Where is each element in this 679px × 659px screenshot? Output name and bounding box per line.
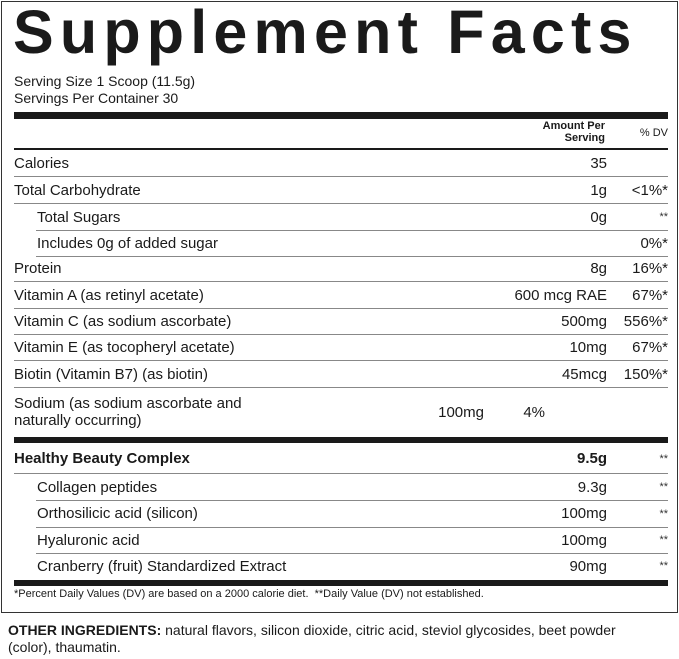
servings-per-container: Servings Per Container 30 xyxy=(14,90,179,106)
nutrient-dv: 556%* xyxy=(623,313,668,330)
nutrient-name: Total Carbohydrate xyxy=(14,181,141,199)
divider-thick xyxy=(14,580,668,586)
nutrient-amount: 100mg xyxy=(438,403,484,421)
nutrient-amount: 45mcg xyxy=(561,365,607,383)
nutrient-row: Cranberry (fruit) Standardized Extract 90… xyxy=(14,553,668,579)
divider-thick xyxy=(14,437,668,443)
nutrient-row: Includes 0g of added sugar 0%* xyxy=(14,230,668,257)
nutrient-row: Biotin (Vitamin B7) (as biotin) 45mcg 150%… xyxy=(14,361,668,388)
nutrient-row: Hyaluronic acid 100mg ** xyxy=(14,527,668,554)
column-header: Amount Per Serving % DV xyxy=(14,119,668,150)
panel-title: Supplement Facts xyxy=(13,0,638,66)
footnote: *Percent Daily Values (DV) are based on … xyxy=(14,588,484,600)
nutrient-dv: ** xyxy=(659,452,668,465)
nutrient-amount: 0g xyxy=(590,208,607,226)
nutrient-name: Vitamin C (as sodium ascorbate) xyxy=(14,313,232,330)
nutrient-name: Vitamin A (as retinyl acetate) xyxy=(14,286,204,304)
nutrient-name: Healthy Beauty Complex xyxy=(14,450,190,467)
nutrient-amount: 9.3g xyxy=(577,478,607,496)
nutrient-name: Collagen peptides xyxy=(37,478,158,496)
nutrient-dv: ** xyxy=(659,534,668,546)
nutrient-row: Calories 35 xyxy=(14,151,668,177)
nutrient-name: Hyaluronic acid xyxy=(37,531,140,549)
nutrient-dv: ** xyxy=(659,211,668,223)
nutrient-amount: 10mg xyxy=(569,339,607,356)
nutrient-dv: ** xyxy=(659,481,668,493)
nutrient-dv: 67%* xyxy=(632,286,668,304)
nutrient-name: Protein xyxy=(14,260,62,277)
nutrient-name: Cranberry (fruit) Standardized Extract xyxy=(37,557,287,575)
nutrient-row: Total Carbohydrate 1g <1%* xyxy=(14,177,668,204)
nutrient-row: Orthosilicic acid (silicon) 100mg ** xyxy=(14,500,668,528)
nutrient-amount: 100mg xyxy=(561,531,607,549)
nutrient-row: Vitamin C (as sodium ascorbate) 500mg 556%… xyxy=(14,309,668,335)
nutrient-amount: 600 mcg RAE xyxy=(514,286,607,304)
nutrient-dv: <1%* xyxy=(631,181,668,199)
other-ingredients: OTHER INGREDIENTS: natural flavors, sili… xyxy=(8,622,628,656)
nutrient-name: Biotin (Vitamin B7) (as biotin) xyxy=(14,365,208,383)
amount-header: Amount Per Serving xyxy=(542,120,605,144)
nutrient-amount: 90mg xyxy=(569,557,607,575)
nutrient-dv: ** xyxy=(659,507,668,520)
nutrient-dv: 150%* xyxy=(623,365,668,383)
nutrient-name: Vitamin E (as tocopheryl acetate) xyxy=(14,339,235,356)
serving-size: Serving Size 1 Scoop (11.5g) xyxy=(14,73,196,89)
other-ingredients-text: natural flavors, silicon dioxide, citric… xyxy=(8,622,616,655)
nutrient-row: Vitamin A (as retinyl acetate) 600 mcg RA… xyxy=(14,282,668,309)
nutrient-name: Total Sugars xyxy=(37,208,121,226)
nutrient-row: Protein 8g 16%* xyxy=(14,256,668,282)
nutrient-amount: 9.5g xyxy=(576,450,607,467)
nutrient-amount: 8g xyxy=(590,260,607,277)
nutrient-amount: 1g xyxy=(590,181,607,199)
nutrient-row: Collagen peptides 9.3g ** xyxy=(14,474,668,501)
nutrient-dv: 4% xyxy=(523,403,545,421)
nutrient-dv: 0%* xyxy=(640,234,668,252)
nutrient-amount: 100mg xyxy=(561,505,607,522)
nutrient-name: Sodium (as sodium ascorbate and naturall… xyxy=(14,395,242,429)
nutrient-name: Orthosilicic acid (silicon) xyxy=(37,505,198,522)
nutrient-dv: 16%* xyxy=(632,260,668,277)
nutrient-name: Calories xyxy=(14,155,70,172)
nutrient-row: Vitamin E (as tocopheryl acetate) 10mg 67%… xyxy=(14,335,668,361)
divider-thick xyxy=(14,112,668,119)
nutrient-name: Includes 0g of added sugar xyxy=(37,234,218,252)
nutrient-row: Total Sugars 0g ** xyxy=(14,204,668,231)
supplement-facts-panel xyxy=(1,1,678,613)
nutrient-dv: 67%* xyxy=(632,339,668,356)
nutrient-row: Sodium (as sodium ascorbate and naturall… xyxy=(14,388,668,436)
nutrient-row: Healthy Beauty Complex 9.5g ** xyxy=(14,444,668,474)
dv-header: % DV xyxy=(639,127,668,139)
nutrient-amount: 500mg xyxy=(561,313,607,330)
other-ingredients-label: OTHER INGREDIENTS: xyxy=(8,622,162,638)
nutrient-amount: 35 xyxy=(590,155,607,172)
nutrient-dv: ** xyxy=(659,560,668,572)
